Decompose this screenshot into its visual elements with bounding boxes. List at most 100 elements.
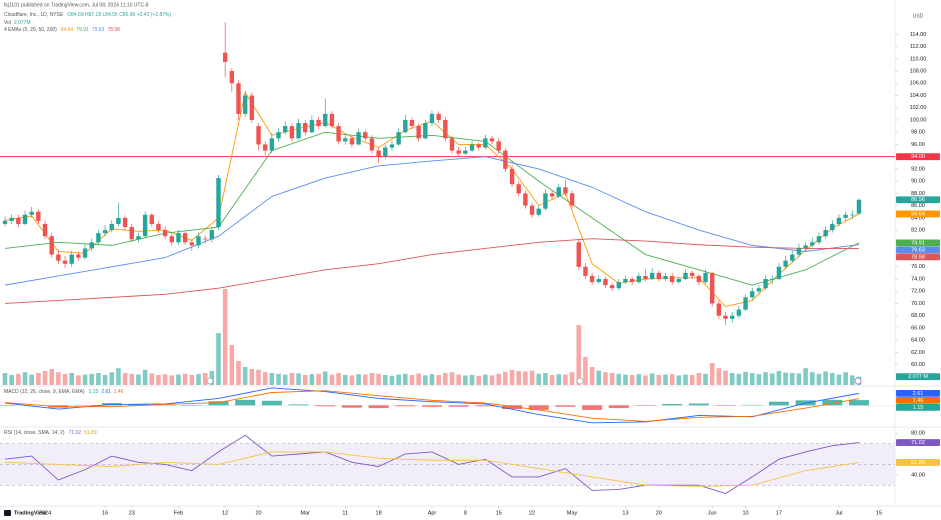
volume-bar (609, 373, 615, 385)
volume-bar (322, 371, 328, 385)
y-tick-label: 66.00 (911, 325, 925, 331)
volume-bar (229, 345, 235, 385)
badge-box (896, 253, 940, 261)
candle-body (436, 113, 441, 120)
x-tick-label: Feb (174, 510, 183, 516)
badge-box (896, 459, 940, 466)
volume-bar (49, 369, 55, 385)
badge-label: 51.89 (911, 460, 925, 466)
candle-body (383, 147, 388, 157)
volume-bar (389, 375, 395, 385)
histogram-bar (421, 405, 442, 407)
volume-bar (69, 373, 75, 385)
price-badge: 2.61 (896, 389, 940, 397)
price-badge: 51.89 (896, 459, 940, 466)
badge-box (896, 403, 940, 411)
y-tick-label: 102.00 (910, 105, 927, 111)
badge-label: 2.61 (913, 391, 924, 397)
volume-bar (362, 374, 368, 385)
candle-body (369, 138, 375, 151)
candle-body (409, 119, 415, 127)
candle-body (363, 132, 368, 139)
candle-body (109, 223, 114, 231)
candle-body (629, 279, 635, 283)
badge-label: 94.00 (911, 154, 925, 160)
volume-bar (816, 373, 822, 385)
candle-body (810, 242, 815, 246)
earnings-icon[interactable] (576, 377, 584, 385)
histogram-bar (528, 405, 549, 410)
macd-legend: MACD (12, 26, close, 9, EMA, EMA) 1.15 2.6… (4, 389, 124, 395)
candle-body (603, 279, 608, 286)
badge-label: 1.15 (913, 405, 924, 411)
ema-value: 78.98 (107, 27, 120, 33)
earnings-icon[interactable] (206, 377, 214, 385)
candle-body (636, 275, 642, 283)
volume-bar (489, 375, 495, 385)
candle-body (202, 238, 208, 240)
candle-body (449, 138, 455, 151)
x-tick-label: Mar (300, 510, 310, 516)
volume-bar (763, 372, 768, 385)
event-icon[interactable] (854, 377, 862, 385)
candle-body (69, 254, 74, 264)
volume-bar (669, 374, 675, 385)
volume-bar (296, 373, 301, 385)
candle-body (443, 119, 448, 139)
candle-body (76, 254, 81, 258)
badge-box (896, 239, 940, 247)
y-tick-label: 108.00 (910, 69, 927, 75)
volume-bar (483, 374, 488, 385)
candle-body (2, 220, 8, 224)
volume-bar (256, 369, 261, 385)
candle-body (142, 214, 148, 237)
candle-body (596, 279, 601, 283)
volume-value: 2.077M (14, 20, 31, 26)
histogram-bar (822, 399, 843, 406)
volume-bar (556, 374, 562, 385)
y-tick-label: 100.00 (910, 117, 927, 123)
badge-label: 84.64 (911, 211, 925, 217)
badge-box (896, 373, 940, 381)
histogram-bar (128, 403, 149, 406)
price-badge: 86.96 (896, 196, 940, 203)
volume-bar (656, 375, 662, 385)
y-tick-label: 64.00 (911, 338, 925, 344)
y-tick-label: 96.00 (911, 142, 925, 148)
histogram-bar (341, 405, 362, 408)
histogram-bar (288, 404, 309, 406)
histogram-bar (208, 401, 229, 406)
badge-label: 86.96 (911, 197, 925, 203)
volume-bar (569, 372, 575, 385)
symbol: Cloudflare, Inc., 1D, NYSE (4, 12, 64, 18)
volume-bar (336, 373, 341, 385)
candle-body (102, 230, 108, 234)
ema-line (4, 131, 860, 286)
volume-bar (576, 325, 582, 385)
ema-value: 84.64 (61, 27, 74, 33)
candle-body (529, 205, 535, 215)
candle-body (249, 95, 255, 120)
volume-bar (616, 373, 622, 385)
volume-bar (269, 373, 275, 385)
volume-bar (643, 375, 648, 385)
rsi-value: 51.89 (84, 430, 97, 436)
y-tick-label: 90.00 (911, 179, 925, 185)
ema-line (4, 156, 860, 286)
volume-bar (529, 370, 535, 385)
candle-body (683, 272, 688, 280)
volume-bar (102, 375, 108, 385)
candle-body (56, 254, 61, 261)
candle-body (509, 168, 515, 185)
candle-body (289, 126, 295, 139)
histogram-bar (235, 399, 256, 406)
candle-body (536, 208, 541, 215)
candle-body (463, 150, 468, 154)
candle-body (416, 126, 421, 139)
candle-body (396, 132, 401, 145)
badge-box (896, 210, 940, 218)
volume-bar (723, 370, 728, 385)
volume-bar (136, 374, 141, 385)
rsi-line (4, 434, 860, 495)
x-tick-label: 11 (342, 510, 348, 516)
